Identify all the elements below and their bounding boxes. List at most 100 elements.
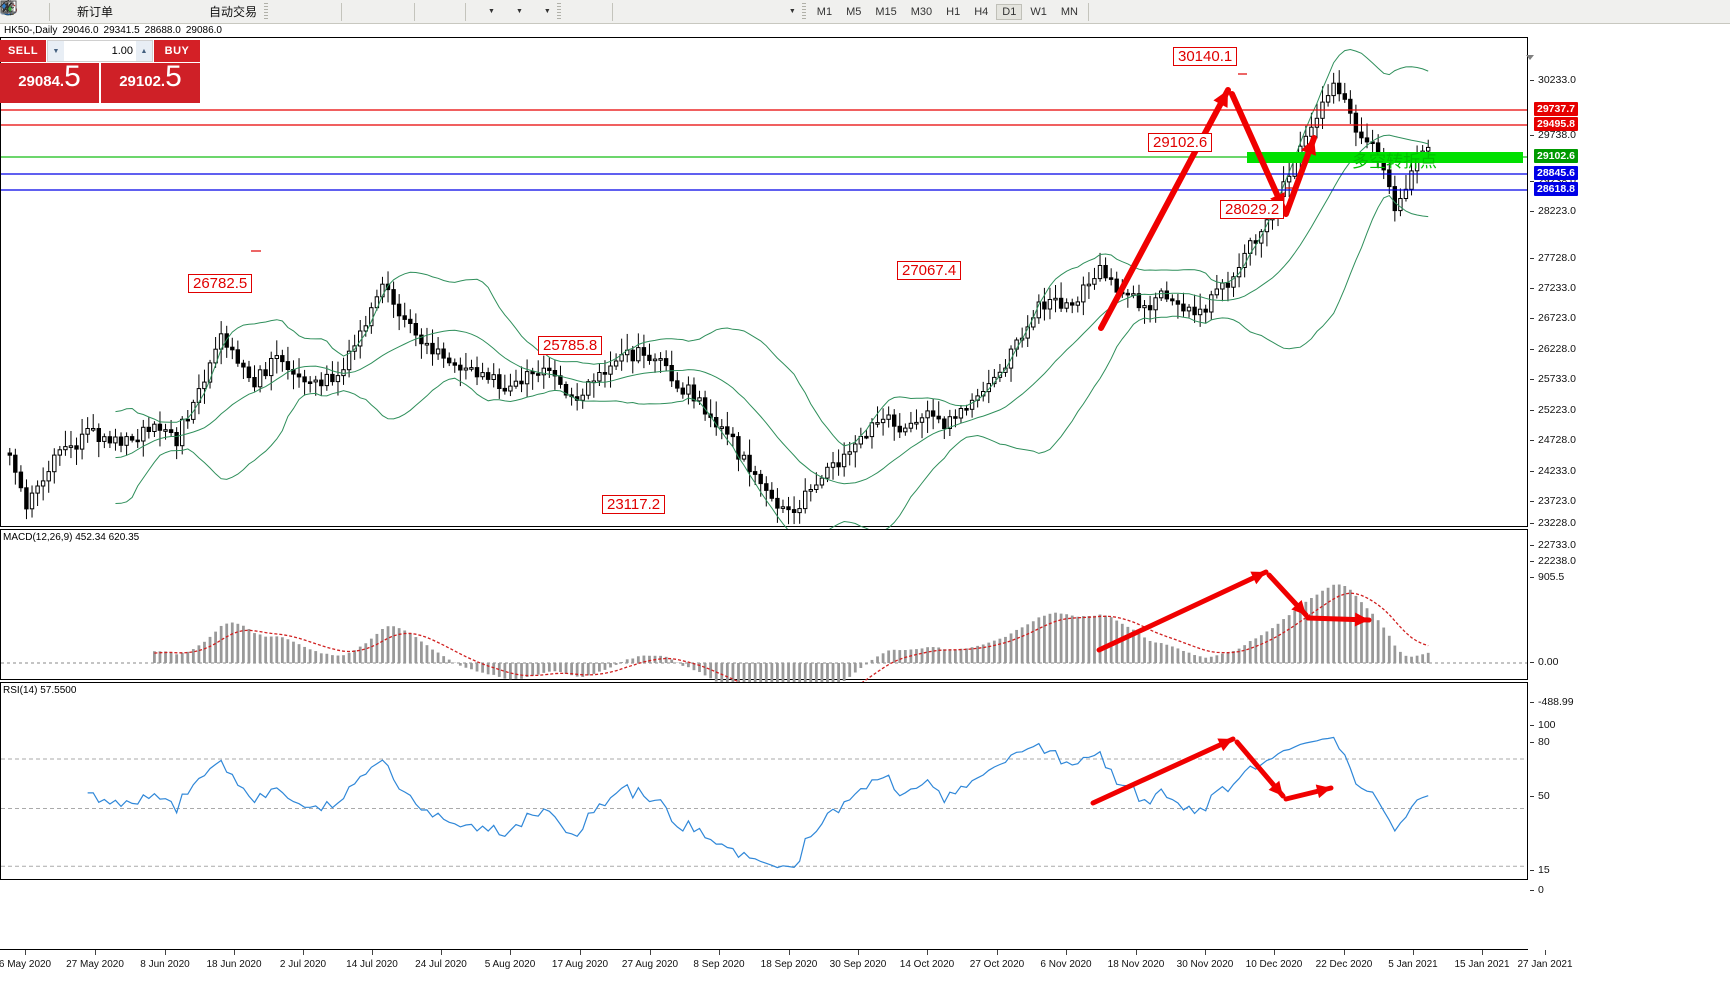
price-tick: [1530, 410, 1534, 411]
label-30140[interactable]: 30140.1: [1173, 47, 1238, 66]
date-axis-label: 6 May 2020: [0, 959, 52, 970]
buy-price-decimal: 5: [165, 60, 182, 93]
timeframe-bar[interactable]: M1 M5 M15 M30 H1 H4 D1 W1 MN: [810, 2, 1092, 21]
line-chart-icon[interactable]: [1, 2, 338, 22]
chevron-down-icon-4[interactable]: ▼: [788, 8, 796, 15]
marker-28618[interactable]: 28618.8: [1534, 182, 1578, 196]
new-order-label[interactable]: 新订单: [77, 5, 114, 19]
one-click-trading-panel[interactable]: SELL ▼ 1.00 ▲ BUY 29084 . 5 29102 . 5: [0, 40, 200, 103]
label-26782[interactable]: 26782.5: [188, 274, 253, 293]
buy-price-box[interactable]: 29102 . 5: [101, 60, 200, 103]
chart-shift-icon[interactable]: [2, 2, 462, 22]
price-chart-panel[interactable]: [0, 37, 1528, 540]
autotrading-label[interactable]: 自动交易: [209, 5, 258, 19]
rsi-axis-tick: [1530, 796, 1534, 797]
marker-29102[interactable]: 29102.6: [1534, 149, 1578, 163]
zoom-in-icon[interactable]: [1, 1, 367, 22]
rsi-panel[interactable]: [0, 682, 1528, 880]
date-axis-label: 27 Oct 2020: [969, 959, 1025, 970]
marker-28845[interactable]: 28845.6: [1534, 166, 1578, 180]
volume-increment-icon[interactable]: ▲: [136, 41, 152, 61]
price-axis[interactable]: 30233.0 29738.0 29238.0 28223.0 27728.0 27233…: [1530, 37, 1730, 567]
expert-advisor-icon[interactable]: [0, 2, 207, 22]
buy-button[interactable]: BUY: [154, 40, 200, 62]
candlestick-chart-icon[interactable]: [2, 2, 316, 22]
macd-axis: 905.5 0.00 -488.99: [1530, 529, 1730, 708]
date-tick: [510, 950, 511, 955]
horizontal-line-icon[interactable]: [1, 2, 660, 22]
toolbar-grip-2[interactable]: [556, 2, 561, 21]
price-axis-label: 26228.0: [1538, 343, 1576, 355]
chevron-down-icon[interactable]: ▼: [488, 8, 495, 15]
timeframe-w1[interactable]: W1: [1030, 5, 1047, 18]
toolbar-grip-3[interactable]: [801, 2, 806, 21]
macd-axis-label: -488.99: [1538, 696, 1574, 708]
macd-axis-label: 905.5: [1538, 571, 1565, 583]
rsi-axis-tick: [1530, 870, 1534, 871]
timeframe-m15[interactable]: M15: [875, 5, 897, 18]
label-23117[interactable]: 23117.2: [602, 495, 666, 514]
marker-29737[interactable]: 29737.7: [1534, 102, 1578, 116]
volume-stepper[interactable]: ▼ 1.00 ▲: [47, 40, 153, 62]
chart-area[interactable]: MACD(12,26,9) 452.34 620.35 RSI(14) 57.5…: [0, 37, 1730, 970]
auto-scroll-icon[interactable]: [2, 2, 440, 22]
order-prices-row[interactable]: 29084 . 5 29102 . 5: [0, 60, 200, 103]
toolbar-separator-4: [465, 2, 467, 21]
toolbar-separator-5: [611, 2, 613, 21]
label-28029[interactable]: 28029.2: [1220, 200, 1285, 219]
symbol-low: 28688.0: [144, 25, 181, 36]
timeframe-h4[interactable]: H4: [974, 5, 989, 18]
timeframe-m5[interactable]: M5: [846, 5, 862, 18]
scroll-indicator-icon[interactable]: [1526, 55, 1534, 60]
chevron-down-icon-3[interactable]: ▼: [543, 8, 551, 15]
main-toolbar[interactable]: 新订单 自动交易 ▼ ▼ ▼: [0, 0, 1730, 24]
sell-button[interactable]: SELL: [0, 40, 46, 62]
symbol-name: HK50-,Daily: [4, 25, 58, 36]
timeframe-m1[interactable]: M1: [816, 5, 833, 18]
timeframe-d1[interactable]: D1: [996, 3, 1023, 20]
price-axis-label: 29738.0: [1538, 129, 1576, 141]
data-window-icon[interactable]: [0, 0, 411, 22]
bar-chart-icon[interactable]: [2, 2, 294, 22]
date-axis[interactable]: 6 May 2020 27 May 2020 8 Jun 2020 18 Jun 20…: [0, 949, 1573, 982]
vertical-line-icon[interactable]: [6, 1, 638, 22]
fibonacci-icon[interactable]: F: [2, 2, 726, 22]
inspect-icon[interactable]: [0, 0, 46, 22]
price-axis-label: 24728.0: [1538, 434, 1576, 446]
chevron-down-icon-2[interactable]: ▼: [515, 8, 523, 15]
label-27067[interactable]: 27067.4: [897, 261, 962, 280]
date-axis-label: 10 Dec 2020: [1245, 959, 1303, 970]
trendline-icon[interactable]: [2, 2, 682, 22]
price-tick: [1530, 288, 1534, 289]
label-25785[interactable]: 25785.8: [538, 336, 603, 355]
label-29102[interactable]: 29102.6: [1148, 133, 1213, 152]
svg-text:F: F: [10, 12, 14, 18]
text-label-icon[interactable]: T: [1, 1, 770, 22]
volume-decrement-icon[interactable]: ▼: [48, 41, 64, 61]
price-axis-label: 23723.0: [1538, 495, 1576, 507]
volume-value[interactable]: 1.00: [111, 45, 133, 57]
folder-icon[interactable]: [0, 2, 141, 22]
sell-price-box[interactable]: 29084 . 5: [0, 62, 99, 103]
marker-29495[interactable]: 29495.8: [1534, 117, 1578, 131]
signals-icon[interactable]: [0, 0, 185, 22]
crosshair-icon[interactable]: [1, 1, 609, 22]
timeframe-m30[interactable]: M30: [910, 5, 933, 18]
date-tick: [858, 950, 859, 955]
macd-panel[interactable]: [0, 529, 1528, 715]
date-axis-label: 27 Jan 2021: [1517, 959, 1573, 970]
sell-price-integer: 29084: [18, 73, 60, 90]
cursor-icon[interactable]: [3, 1, 587, 22]
text-icon[interactable]: A: [2, 1, 748, 22]
timeframe-h1[interactable]: H1: [946, 5, 961, 18]
price-tick: [1530, 471, 1534, 472]
equidistant-channel-icon[interactable]: E: [0, 0, 704, 22]
toolbar-grip[interactable]: [264, 2, 269, 21]
date-axis-label: 5 Jan 2021: [1388, 959, 1438, 970]
zoom-out-icon[interactable]: [1, 1, 389, 22]
timeframe-mn[interactable]: MN: [1060, 5, 1078, 18]
new-order-icon[interactable]: [1, 0, 75, 22]
date-tick: [234, 950, 235, 955]
order-controls-row[interactable]: SELL ▼ 1.00 ▲ BUY: [0, 40, 200, 62]
print-icon[interactable]: [0, 0, 163, 22]
